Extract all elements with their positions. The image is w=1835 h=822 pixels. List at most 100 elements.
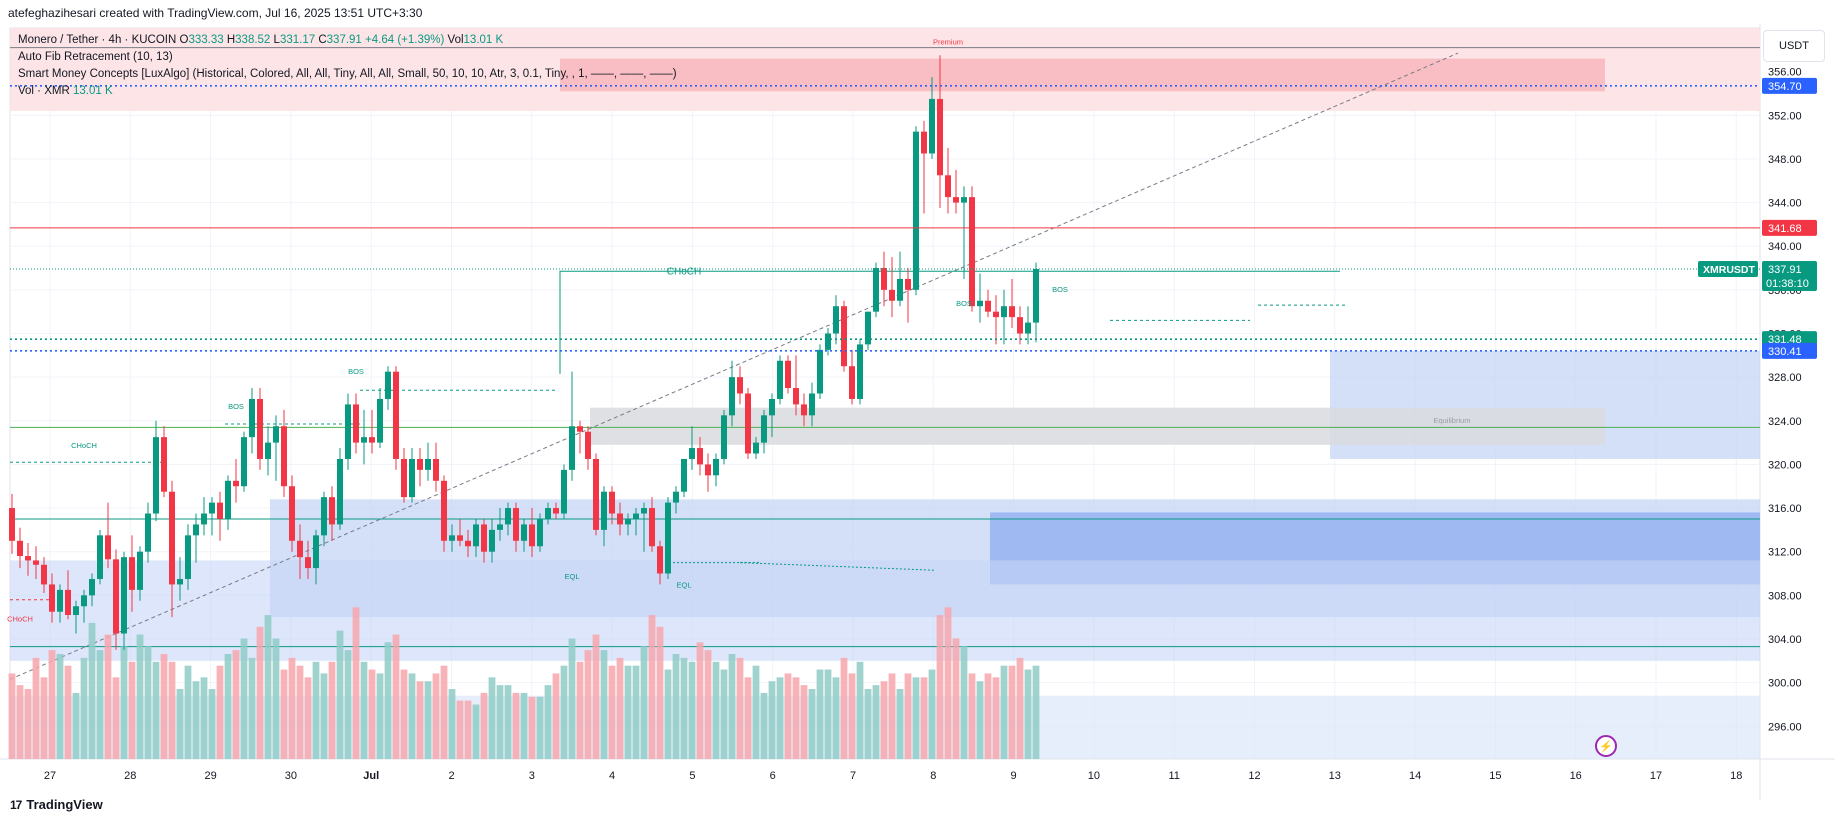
x-tick-label: Jul (363, 770, 379, 782)
volume-bar (712, 661, 720, 759)
x-tick-label: 6 (770, 770, 776, 782)
candle-body (673, 491, 679, 503)
candle-body (273, 426, 279, 443)
volume-bar (344, 650, 352, 759)
candle-body (321, 497, 327, 536)
candle-body (713, 458, 719, 476)
volume-bar (544, 685, 552, 759)
volume-bar (832, 677, 840, 759)
candle-body (209, 502, 215, 514)
candle-body (577, 426, 583, 432)
y-tick-label: 328.00 (1768, 372, 1802, 384)
vol-label: Vol (447, 34, 464, 46)
candle-body (969, 197, 975, 307)
candle-body (569, 426, 575, 470)
candle-body (425, 458, 431, 470)
volume-bar (136, 634, 144, 759)
volume-indicator-legend[interactable]: Vol · XMR 13.01 K (18, 85, 113, 97)
tradingview-logo: 17 TradingView (10, 797, 103, 812)
candle-body (545, 508, 551, 519)
chart-annotation: CHoCH (667, 267, 701, 278)
price-level-tag (1762, 219, 1817, 236)
volume-bar (144, 646, 152, 759)
symbol-title: Monero / Tether · 4h · KUCOIN (18, 34, 177, 46)
volume-bar (512, 692, 520, 759)
volume-bar (760, 692, 768, 759)
candle-body (689, 448, 695, 459)
candle-body (945, 175, 951, 198)
x-tick-label: 11 (1168, 770, 1179, 782)
volume-bar (8, 673, 16, 759)
volume-bar (784, 673, 792, 759)
candle-body (905, 278, 911, 290)
x-tick-label: 3 (529, 770, 535, 782)
candle-body (1001, 306, 1007, 318)
candle-body (937, 98, 943, 176)
lightning-icon[interactable]: ⚡ (1595, 735, 1617, 757)
volume-bar (64, 665, 72, 759)
volume-bar (1016, 657, 1024, 759)
volume-bar (128, 661, 136, 759)
candle-body (145, 513, 151, 552)
candle-body (65, 589, 71, 615)
candle-body (257, 398, 263, 459)
price-chart[interactable]: 296.00 300.00 304.00 308.00 312.00 316.00 320.… (0, 24, 1835, 800)
candle-body (529, 524, 535, 547)
candle-body (345, 404, 351, 459)
candle-body (769, 398, 775, 416)
volume-bar (328, 661, 336, 759)
volume-bar (624, 665, 632, 759)
smc-indicator-legend[interactable]: Smart Money Concepts [LuxAlgo] (Historic… (18, 68, 677, 80)
volume-bar (192, 681, 200, 759)
low-value: 331.17 (279, 34, 316, 46)
candle-body (401, 458, 407, 498)
y-tick-label: 308.00 (1768, 590, 1802, 602)
symbol-tag-label: XMRUSDT (1703, 264, 1756, 276)
current-price-tag (1762, 261, 1817, 292)
currency-button[interactable]: USDT (1763, 30, 1825, 62)
candle-body (833, 306, 839, 334)
tradingview-brand: TradingView (26, 797, 103, 812)
candle-body (825, 333, 831, 350)
candle-body (961, 197, 967, 203)
candle-body (953, 197, 959, 203)
candle-body (753, 442, 759, 454)
volume-bar (1032, 665, 1040, 759)
volume-bar (1024, 669, 1032, 759)
volume-bar (216, 665, 224, 759)
x-tick-label: 15 (1489, 770, 1501, 782)
candle-body (929, 98, 935, 154)
volume-bar (608, 665, 616, 759)
candle-body (585, 431, 591, 459)
close-value: 337.91 (326, 34, 362, 46)
candle-body (177, 578, 183, 585)
vol-value: 13.01 K (463, 34, 504, 46)
candle-body (1033, 269, 1039, 323)
volume-bar (376, 673, 384, 759)
candle-body (25, 556, 31, 561)
volume-bar (104, 634, 112, 759)
candle-body (97, 535, 103, 579)
candle-body (353, 404, 359, 443)
fib-indicator-legend[interactable]: Auto Fib Retracement (10, 13) (18, 51, 173, 63)
candle-body (185, 535, 191, 579)
volume-bar (840, 657, 848, 759)
volume-bar (744, 677, 752, 759)
candle-body (617, 513, 623, 525)
volume-bar (616, 657, 624, 759)
candle-body (817, 349, 823, 394)
candle-body (801, 404, 807, 416)
candle-body (665, 502, 671, 574)
change-value: +4.64 (+1.39%) (365, 34, 445, 46)
fib-trend-line (9, 52, 1459, 680)
candle-body (361, 437, 367, 443)
candle-body (489, 529, 495, 552)
y-tick-label: 348.00 (1768, 154, 1802, 166)
candle-body (105, 535, 111, 560)
x-tick-label: 8 (930, 770, 936, 782)
candle-body (217, 502, 223, 519)
volume-bar (816, 669, 824, 759)
eql-line (739, 562, 936, 571)
candle-body (41, 564, 47, 585)
volume-bar (360, 661, 368, 759)
